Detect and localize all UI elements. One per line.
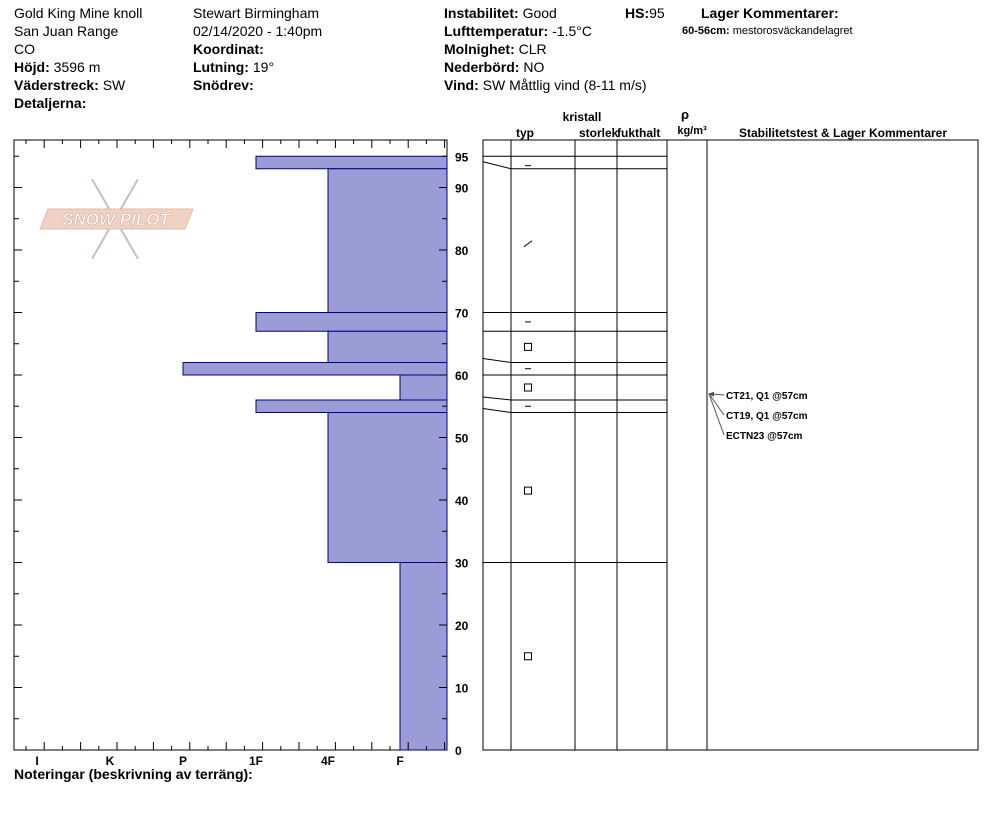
stability-test-label: ECTN23 @57cm [726, 431, 803, 442]
y-tick-label: 40 [455, 494, 469, 508]
hardness-bar [255, 399, 448, 413]
airtemp-row: Lufttemperatur: -1.5°C [444, 23, 592, 39]
hs-row: HS:95 [625, 5, 665, 21]
slope-row: Lutning: 19° [193, 59, 275, 75]
layer-connector [482, 358, 512, 363]
stability-row: Instabilitet: Good [444, 5, 557, 21]
weather-info: Instabilitet: Good Lufttemperatur: -1.5°… [444, 4, 647, 94]
layer-connector [482, 396, 512, 401]
sky-row: Molnighet: CLR [444, 41, 547, 57]
drift-row: Snödrev: [193, 77, 254, 93]
grain-symbol [523, 240, 533, 248]
wind-row: Vind: SW Måttlig vind (8-11 m/s) [444, 77, 647, 93]
hardness-bar [399, 374, 448, 401]
hardness-bar [327, 330, 448, 363]
site-info: Gold King Mine knoll San Juan Range CO H… [14, 4, 142, 112]
col-header-kristall: kristall [563, 110, 602, 124]
col-header-storlek: storlek [579, 126, 619, 140]
state-name: CO [14, 41, 35, 57]
grain-symbol [524, 383, 532, 392]
observer-name: Stewart Birmingham [193, 5, 320, 21]
elevation-row: Höjd: 3596 m [14, 59, 101, 75]
y-tick-label: 50 [455, 432, 469, 446]
y-tick-label: 95 [455, 150, 469, 164]
logo-banner [39, 208, 194, 230]
grain-symbol [524, 486, 532, 495]
layer-table-frame [482, 139, 979, 751]
y-tick-label: 90 [455, 182, 469, 196]
stability-test-label: CT19, Q1 @57cm [726, 411, 808, 422]
precip-row: Nederbörd: NO [444, 59, 545, 75]
x-tick-label: 1F [249, 754, 263, 768]
y-tick-label: 60 [455, 369, 469, 383]
observer-info: Stewart Birmingham 02/14/2020 - 1:40pm K… [193, 4, 322, 94]
coord-row: Koordinat: [193, 41, 264, 57]
y-tick-label: 70 [455, 307, 469, 321]
hardness-bar [327, 412, 448, 563]
aspect-row: Väderstreck: SW [14, 77, 126, 93]
col-header-typ: typ [516, 126, 534, 140]
hardness-bar [399, 562, 448, 751]
col-header-density-unit: kg/m³ [677, 125, 707, 137]
x-tick-label: K [106, 754, 115, 768]
layer-connector [482, 408, 512, 413]
x-tick-label: 4F [321, 754, 335, 768]
grain-symbol [524, 342, 532, 351]
hardness-bar [255, 312, 448, 332]
y-tick-label: 30 [455, 557, 469, 571]
layer-connector [482, 161, 512, 170]
terrain-notes-label: Noteringar (beskrivning av terräng): [14, 766, 253, 782]
grain-symbol [524, 652, 532, 661]
layer-comment-row: 60-56cm: mestorosväckandelagret [682, 25, 853, 37]
col-header-rho: ρ [681, 107, 689, 122]
location-name: Gold King Mine knoll [14, 5, 143, 21]
hardness-bar [182, 362, 448, 376]
hardness-bar [255, 155, 448, 170]
x-tick-label: P [179, 754, 187, 768]
y-tick-label: 20 [455, 619, 469, 633]
x-tick-label: I [35, 754, 38, 768]
y-tick-label: 0 [455, 744, 462, 758]
snowpilot-logo: SNOW PILOT [39, 178, 194, 260]
range-name: San Juan Range [14, 23, 119, 39]
hardness-bar [327, 168, 448, 313]
col-header-stability: Stabilitetstest & Lager Kommentarer [739, 126, 947, 140]
x-tick-label: F [396, 754, 403, 768]
observation-datetime: 02/14/2020 - 1:40pm [193, 23, 323, 39]
col-header-fukthalt: fukthalt [617, 126, 660, 140]
layer-comments-title: Lager Kommentarer: [701, 5, 839, 21]
details-row: Detaljerna: [14, 95, 87, 111]
logo-text: SNOW PILOT [62, 210, 171, 229]
stability-test-label: CT21, Q1 @57cm [726, 391, 808, 402]
y-tick-label: 80 [455, 244, 469, 258]
arrow-head [708, 391, 714, 397]
stability-test-arrow [708, 393, 725, 436]
y-tick-label: 10 [455, 682, 469, 696]
stability-test-arrow [708, 393, 725, 416]
